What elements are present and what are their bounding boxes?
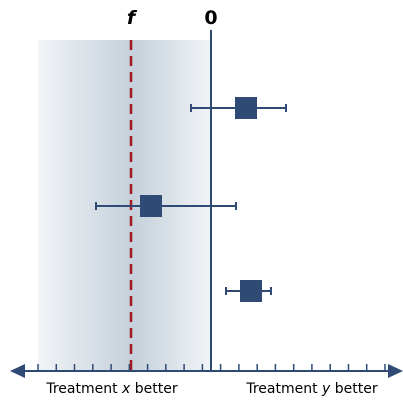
- point-estimate-square: [235, 97, 257, 119]
- treatment-x-better-label: Treatment x better: [45, 381, 178, 397]
- right-arrow-icon: [388, 364, 403, 378]
- axis-ticks: [37, 364, 386, 371]
- null-line-label: 0: [204, 7, 217, 29]
- estimate-row: [95, 195, 237, 217]
- point-estimate-square: [140, 195, 162, 217]
- estimate-row: [190, 97, 287, 119]
- horizontal-axis: [10, 364, 403, 378]
- reference-line-label: f: [127, 7, 138, 29]
- left-arrow-icon: [10, 364, 25, 378]
- treatment-y-better-label: Treatment y better: [245, 381, 378, 397]
- estimate-row: [225, 280, 272, 302]
- point-estimate-square: [240, 280, 262, 302]
- estimates: [95, 97, 287, 302]
